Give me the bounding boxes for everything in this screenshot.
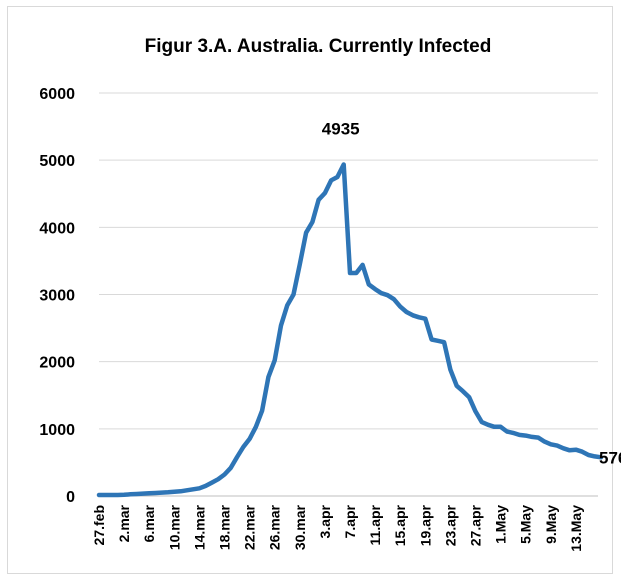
chart-title: Figur 3.A. Australia. Currently Infected — [145, 36, 492, 57]
gridlines — [99, 92, 598, 430]
x-tick-label: 7.apr — [342, 504, 358, 538]
plot-area — [96, 162, 604, 498]
x-tick-label: 15.apr — [392, 504, 408, 546]
x-tick-label: 10.mar — [166, 504, 182, 550]
series-line — [96, 162, 604, 498]
y-tick-label: 1000 — [39, 422, 75, 439]
y-tick-label: 0 — [66, 489, 75, 506]
x-axis-ticks: 27.feb 2.mar 6.mar 10.mar 14.mar 18.mar 22.mar… — [91, 504, 584, 551]
x-tick-label: 18.mar — [217, 504, 233, 550]
y-tick-label: 6000 — [39, 86, 75, 103]
x-tick-label: 26.mar — [267, 504, 283, 550]
x-tick-label: 27.apr — [468, 504, 484, 546]
y-tick-label: 4000 — [39, 220, 75, 237]
data-label: 576 — [599, 448, 621, 467]
x-tick-label: 2.mar — [116, 504, 132, 542]
x-tick-label: 5.May — [518, 505, 534, 544]
x-tick-label: 9.May — [543, 505, 559, 544]
y-tick-label: 5000 — [39, 153, 75, 170]
x-tick-label: 3.apr — [317, 504, 333, 538]
x-tick-label: 6.mar — [141, 504, 157, 542]
x-tick-label: 19.apr — [417, 504, 433, 546]
data-labels: 4935 576 — [322, 120, 621, 468]
x-tick-label: 30.mar — [292, 504, 308, 550]
data-label: 4935 — [322, 120, 360, 139]
x-tick-label: 11.apr — [367, 504, 383, 545]
x-tick-label: 1.May — [493, 505, 509, 544]
x-tick-label: 23.apr — [442, 504, 458, 546]
x-tick-label: 27.feb — [91, 505, 107, 545]
x-tick-label: 22.mar — [242, 504, 258, 550]
chart-frame — [7, 6, 613, 574]
y-tick-label: 3000 — [39, 288, 75, 305]
x-tick-label: 13.May — [568, 505, 584, 552]
x-tick-label: 14.mar — [191, 504, 207, 550]
y-tick-label: 2000 — [39, 355, 75, 372]
y-axis-ticks: 0 1000 2000 3000 4000 5000 6000 — [39, 86, 75, 506]
